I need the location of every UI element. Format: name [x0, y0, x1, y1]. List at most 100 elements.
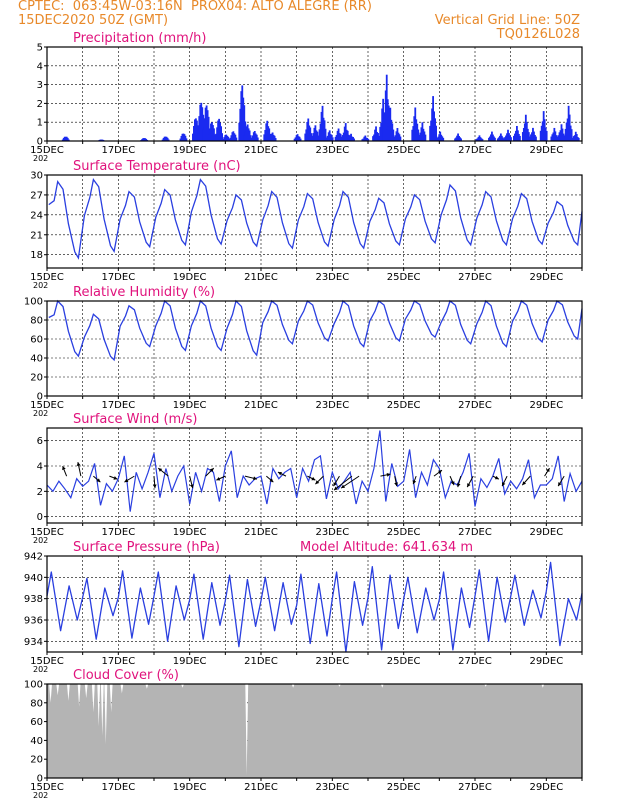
precip-bar	[226, 135, 229, 141]
precip-bar	[264, 129, 267, 141]
precip-bar	[551, 134, 554, 141]
x-tick-label: 27DEC	[458, 527, 492, 538]
wind-arrow	[216, 475, 226, 481]
precip-bar	[203, 118, 206, 141]
precip-bar	[527, 132, 530, 141]
precip-bar	[343, 126, 346, 141]
precip-bar	[515, 130, 517, 141]
precip-bar	[201, 107, 204, 141]
precip-bar	[507, 129, 509, 141]
x-tick-label: 15DEC	[30, 782, 64, 793]
precip-bar	[423, 131, 426, 141]
precip-bar	[434, 118, 436, 141]
precip-bar	[166, 137, 169, 141]
y-tick-label: 20	[30, 755, 43, 766]
precip-bar	[411, 129, 414, 141]
precip-bar	[344, 123, 347, 141]
x-tick-label: 23DEC	[315, 527, 349, 538]
y-tick-label: 934	[24, 637, 43, 648]
y-tick-label: 20	[30, 373, 43, 384]
precip-bar	[206, 110, 209, 141]
precip-bar	[525, 122, 528, 141]
precip-bar	[387, 126, 390, 141]
precip-bar	[239, 108, 242, 141]
precip-bar	[455, 137, 457, 141]
precip-bar	[502, 138, 505, 141]
precip-bar	[267, 126, 270, 141]
precip-bar	[494, 137, 496, 141]
model-code: TQ0126L028	[496, 27, 580, 42]
precip-bar	[202, 129, 205, 141]
precip-bar	[431, 108, 434, 141]
precip-bar	[533, 131, 535, 141]
x-tick-label: 21DEC	[244, 782, 278, 793]
precip-bar	[64, 136, 67, 141]
precip-bar	[353, 138, 355, 141]
precip-bar	[577, 137, 580, 141]
precip-bar	[385, 74, 388, 141]
precip-bar	[221, 133, 223, 141]
rh-series-line	[48, 299, 583, 362]
precip-bar	[347, 138, 349, 141]
precip-bar	[335, 135, 338, 141]
precip-bar	[337, 128, 340, 141]
precip-bar	[312, 133, 315, 141]
precip-bar	[416, 123, 419, 141]
wind-arrow	[307, 475, 316, 481]
precip-bar	[193, 125, 195, 141]
precip-bar	[318, 129, 321, 141]
precip-bar	[185, 138, 188, 141]
x-tick-label: 21DEC	[244, 527, 278, 538]
precip-bar	[323, 120, 326, 141]
precip-bar	[200, 102, 203, 141]
precip-bar	[544, 127, 547, 141]
precip-bar	[227, 136, 230, 141]
y-tick-label: 1	[37, 118, 43, 129]
precip-bar	[327, 132, 330, 141]
y-tick-label: 0	[37, 512, 43, 523]
x-tick-label: 25DEC	[387, 272, 421, 283]
precip-bar	[182, 133, 185, 141]
precip-bar	[351, 136, 353, 141]
x-tick-label: 19DEC	[173, 656, 207, 667]
precip-bar	[477, 137, 480, 141]
wind-arrow	[277, 471, 287, 477]
precip-bar	[373, 134, 375, 141]
panel-rh: 0 20 40 60 80 100 15DEC 17DEC 19DEC 21DEC 23DEC 25D…	[24, 285, 583, 418]
x-tick-label: 25DEC	[387, 656, 421, 667]
x-year-label: 202	[33, 281, 48, 290]
precip-bar	[524, 114, 527, 141]
precip-bar	[348, 137, 350, 141]
precip-bar	[345, 129, 348, 141]
x-tick-label: 15DEC	[30, 656, 64, 667]
x-tick-label: 23DEC	[315, 145, 349, 156]
precip-bar	[366, 137, 369, 141]
precip-bar	[233, 133, 236, 141]
precip-bar	[365, 137, 368, 141]
precip-bar	[269, 136, 272, 141]
panel-frame	[46, 555, 583, 653]
precip-bar	[543, 119, 546, 141]
precip-bar	[180, 135, 183, 141]
precip-bar	[218, 118, 220, 141]
precip-bar	[480, 138, 483, 141]
precip-bar	[519, 135, 521, 141]
precip-bar	[382, 118, 385, 141]
precip-bar	[430, 120, 433, 141]
precip-bar	[571, 137, 574, 141]
x-tick-label: 27DEC	[458, 145, 492, 156]
precip-bar	[246, 124, 249, 141]
precip-bar	[310, 133, 313, 141]
precip-bar	[397, 132, 400, 141]
precip-bar	[505, 135, 507, 141]
wind-arrow	[380, 472, 391, 477]
x-tick-label: 23DEC	[315, 272, 349, 283]
precip-bar	[534, 135, 536, 141]
precip-bar	[499, 133, 502, 141]
precip-bar	[563, 135, 566, 141]
precip-bar	[141, 138, 144, 141]
precip-bar	[501, 137, 504, 141]
precip-bar	[207, 116, 210, 141]
panel-frame	[46, 174, 583, 269]
